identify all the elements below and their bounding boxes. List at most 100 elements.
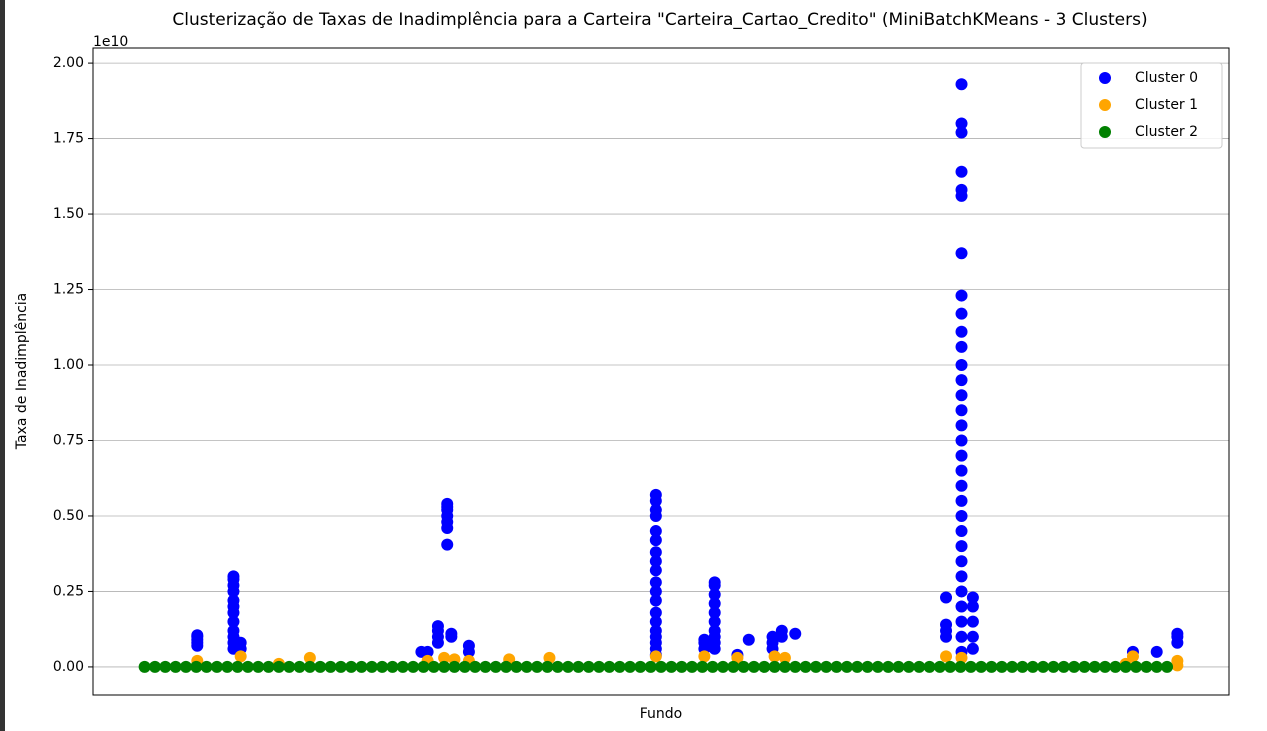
point [649,576,662,589]
point [955,389,968,402]
point [708,579,721,592]
point [531,660,544,673]
grid: 0.00 0.25 0.50 0.75 1.00 1.25 1.50 1.75 2.00 [53,55,1229,675]
point [649,509,662,522]
point [955,449,968,462]
point [789,627,802,640]
window-edge [0,0,5,731]
point [955,78,968,91]
point [649,594,662,607]
point [431,636,444,649]
point [861,660,874,673]
point [649,494,662,507]
point [1140,660,1153,673]
point [649,525,662,538]
point [1026,660,1039,673]
point [731,651,744,664]
point [799,660,812,673]
point [955,630,968,643]
point [966,615,979,628]
point [954,660,967,673]
point [593,660,606,673]
point [562,660,575,673]
point [541,660,554,673]
point [148,660,161,673]
point [1016,660,1029,673]
point [955,325,968,338]
point [582,660,595,673]
point [923,660,936,673]
point [345,660,358,673]
point [138,660,151,673]
points [138,78,1184,673]
point [1150,645,1163,658]
point [603,660,616,673]
point [649,615,662,628]
point [1150,660,1163,673]
point [778,651,791,664]
point [955,600,968,613]
point [675,660,688,673]
legend-label: Cluster 2 [1135,124,1198,140]
point [1119,660,1132,673]
point [933,660,946,673]
point [747,660,760,673]
point [262,660,275,673]
point [421,645,434,658]
point [324,660,337,673]
point [407,660,420,673]
point [892,660,905,673]
legend-marker [1099,72,1111,84]
point [955,307,968,320]
point [955,651,968,664]
point [955,615,968,628]
point [966,642,979,655]
point [613,660,626,673]
point [649,564,662,577]
point [1161,660,1174,673]
y-tick-label: 0.75 [53,432,84,448]
point [441,538,454,551]
point [955,540,968,553]
point [520,660,533,673]
point [964,660,977,673]
point [955,189,968,202]
point [995,660,1008,673]
point [1047,660,1060,673]
point [708,615,721,628]
point [706,660,719,673]
point [696,660,709,673]
point [191,639,204,652]
chart-title: Clusterização de Taxas de Inadimplência … [172,10,1147,30]
y-tick-label: 0.50 [53,508,84,524]
point [365,660,378,673]
point [283,660,296,673]
point [649,534,662,547]
point [441,522,454,535]
y-tick-label: 0.25 [53,583,84,599]
legend-label: Cluster 1 [1135,97,1198,113]
point [293,660,306,673]
point [417,660,430,673]
legend-marker [1099,99,1111,111]
point [840,660,853,673]
y-tick-label: 1.75 [53,131,84,147]
point [871,660,884,673]
point [768,660,781,673]
point [1078,660,1091,673]
point [438,651,451,664]
point [190,660,203,673]
y-axis-label: Taxa de Inadimplência [14,293,30,451]
point [210,660,223,673]
point [944,660,957,673]
offset-label: 1e10 [93,34,128,50]
point [708,606,721,619]
point [510,660,523,673]
point [500,660,513,673]
point [882,660,895,673]
y-tick-label: 1.50 [53,206,84,222]
point [737,660,750,673]
point [572,660,585,673]
plot-frame [92,47,1230,696]
